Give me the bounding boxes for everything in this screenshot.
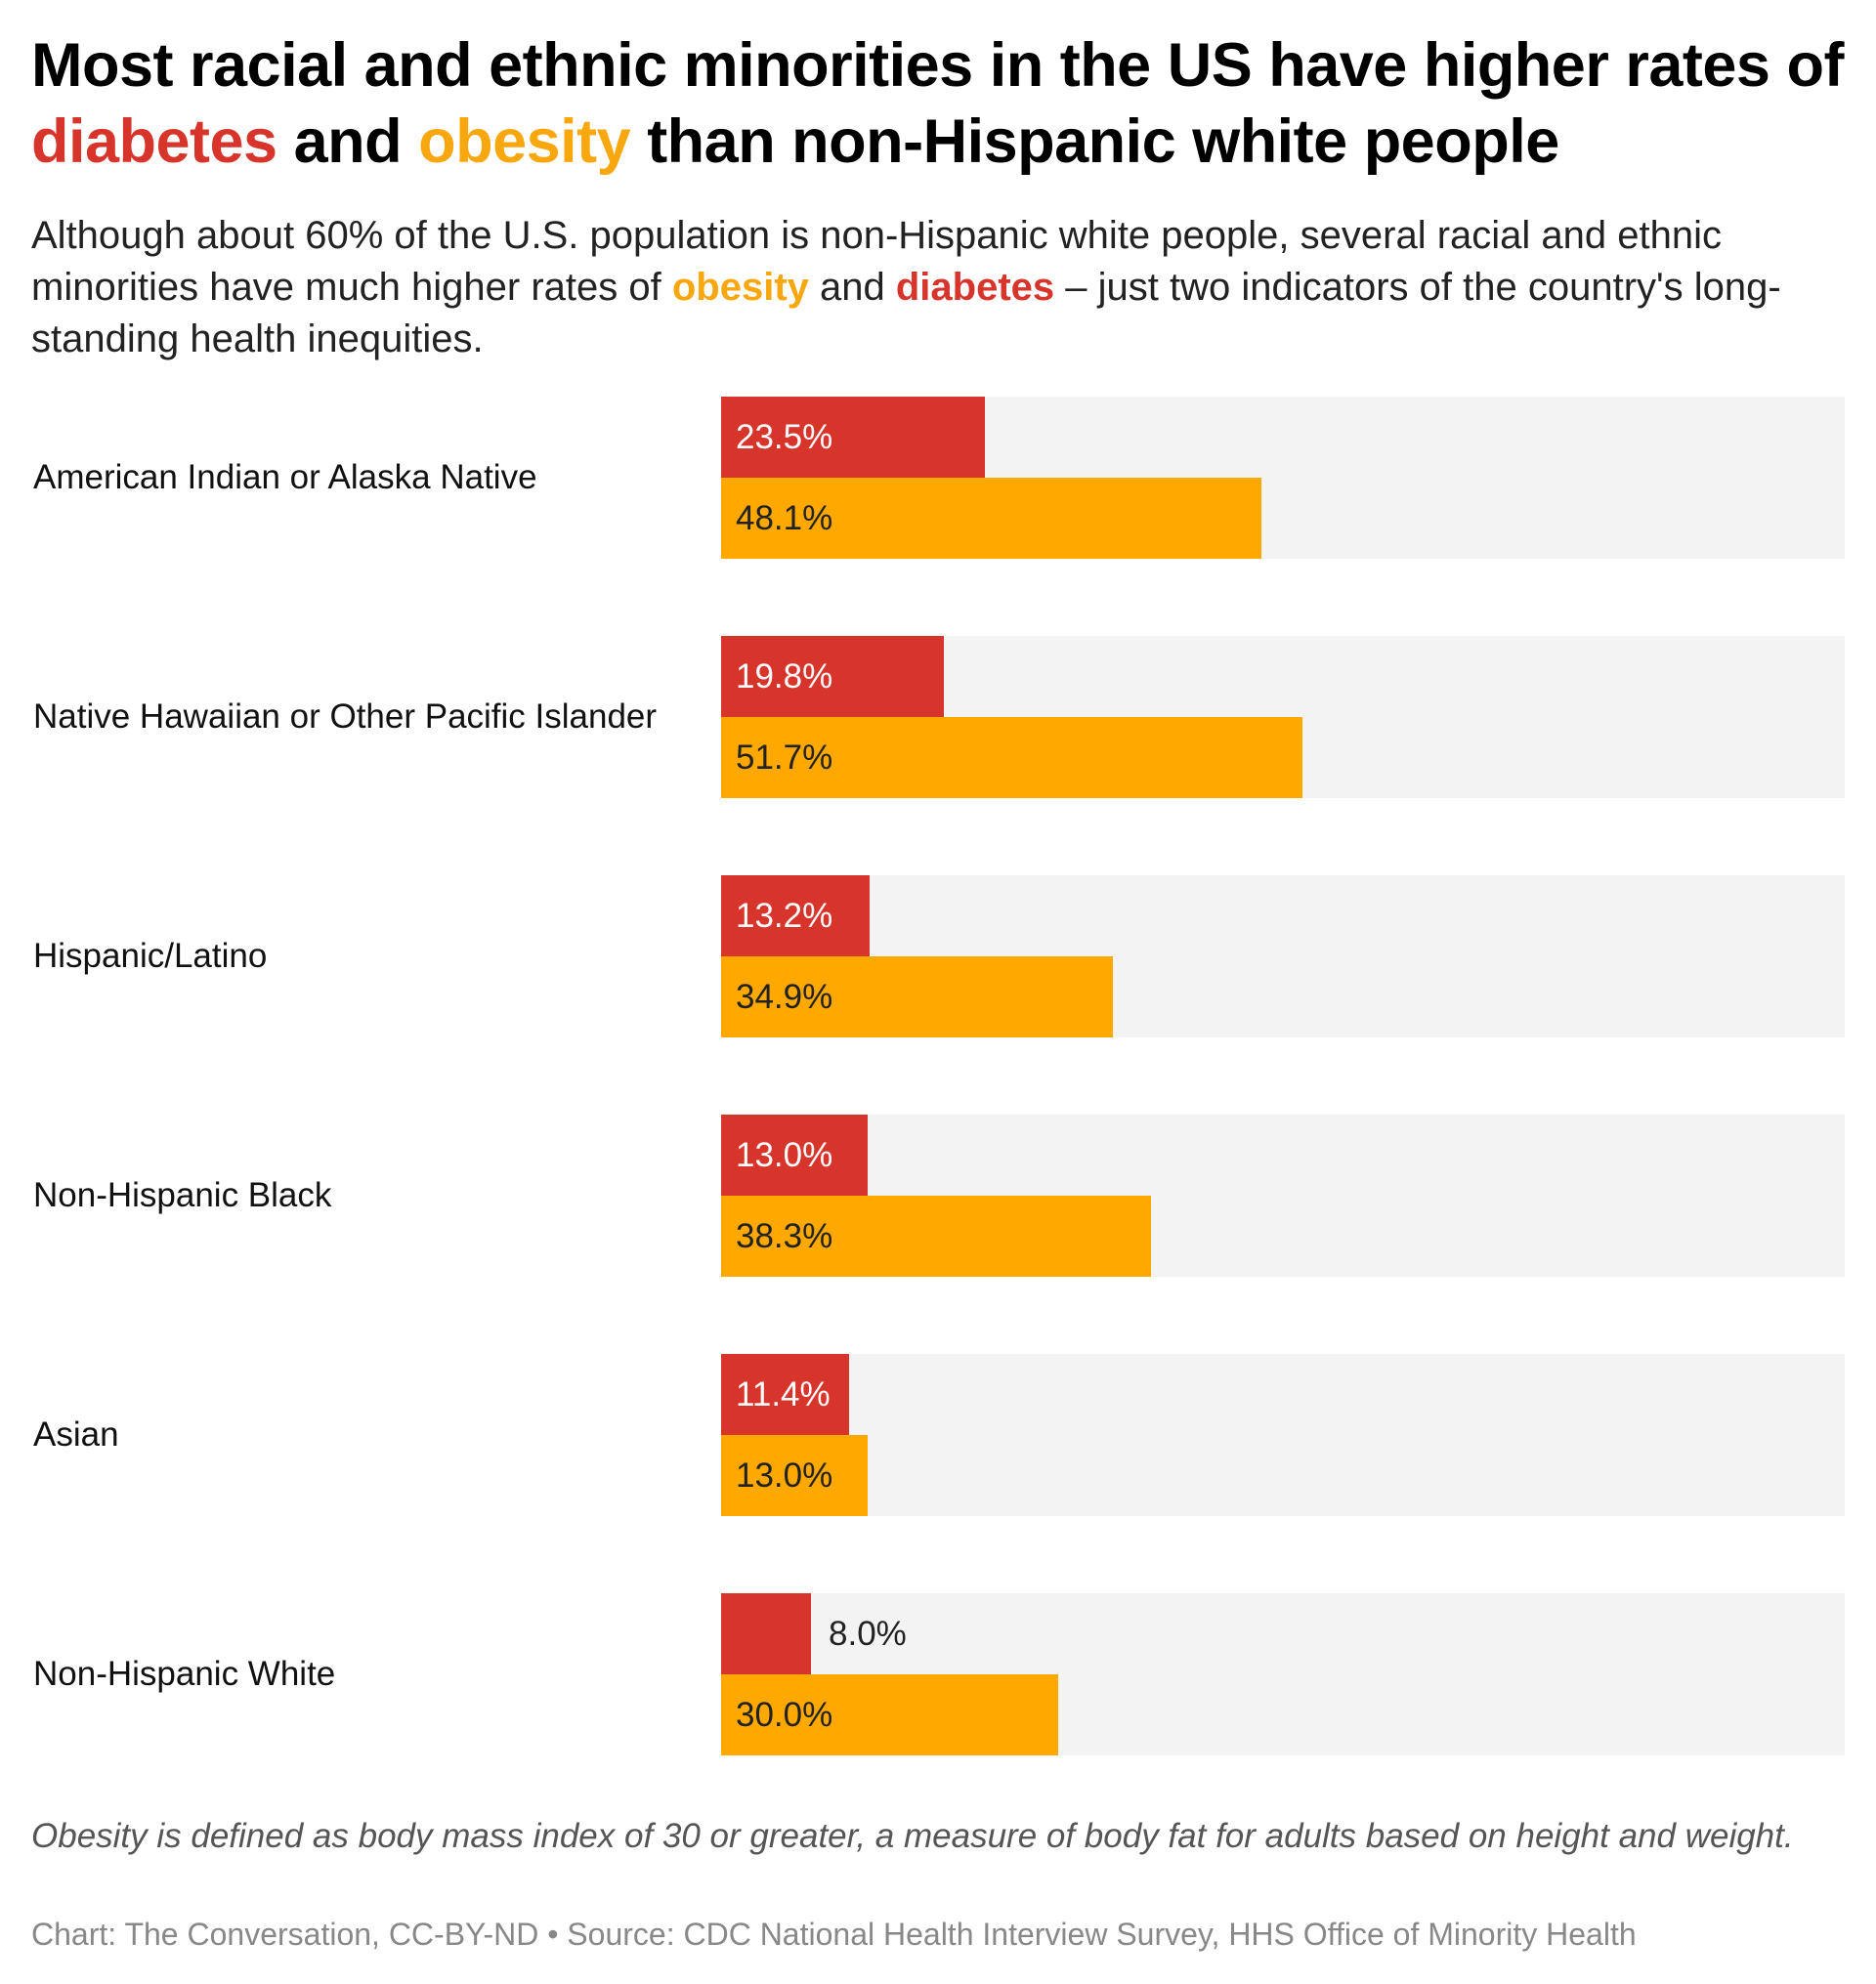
diabetes-bar xyxy=(721,1115,868,1196)
diabetes-bar xyxy=(721,636,944,717)
title-text: and xyxy=(277,107,419,176)
obesity-value-label: 30.0% xyxy=(736,1696,833,1734)
diabetes-bar xyxy=(721,1593,811,1674)
obesity-value-label: 51.7% xyxy=(736,739,833,777)
category-label: Native Hawaiian or Other Pacific Islande… xyxy=(33,697,658,736)
subtitle-text: – just two indicators of the country's l… xyxy=(31,266,1781,360)
title-diabetes: diabetes xyxy=(31,107,277,176)
subtitle-text: Although about 60% of the U.S. populatio… xyxy=(31,214,1722,309)
subtitle-diabetes: diabetes xyxy=(895,266,1055,309)
category-label: Non-Hispanic Black xyxy=(33,1176,332,1214)
diabetes-value-label: 23.5% xyxy=(736,418,833,456)
chart-subtitle: Although about 60% of the U.S. populatio… xyxy=(31,210,1868,365)
category-label: Hispanic/Latino xyxy=(33,937,268,975)
obesity-bar xyxy=(721,478,1262,559)
title-text: than non-Hispanic white people xyxy=(630,107,1559,176)
title-obesity: obesity xyxy=(418,107,631,176)
diabetes-value-label: 13.0% xyxy=(736,1136,833,1174)
category-label: Non-Hispanic White xyxy=(33,1655,336,1693)
chart-title: Most racial and ethnic minorities in the… xyxy=(31,27,1858,180)
obesity-value-label: 38.3% xyxy=(736,1217,833,1255)
obesity-bar xyxy=(721,1435,868,1516)
diabetes-value-label: 13.2% xyxy=(736,897,833,935)
diabetes-bar xyxy=(721,875,870,956)
obesity-value-label: 13.0% xyxy=(736,1456,833,1495)
obesity-bar xyxy=(721,1196,1152,1277)
bar-track xyxy=(721,1354,1845,1516)
diabetes-value-label: 19.8% xyxy=(736,657,833,696)
subtitle-text: and xyxy=(808,266,896,309)
title-text: Most racial and ethnic minorities in the… xyxy=(31,31,1844,100)
obesity-bar xyxy=(721,956,1114,1037)
category-label: Asian xyxy=(33,1415,119,1454)
obesity-bar xyxy=(721,1674,1058,1755)
footnote: Obesity is defined as body mass index of… xyxy=(31,1817,1794,1855)
obesity-value-label: 34.9% xyxy=(736,978,833,1016)
diabetes-value-label: 11.4% xyxy=(736,1375,831,1414)
diabetes-bar xyxy=(721,397,986,478)
source-credit: Chart: The Conversation, CC-BY-ND • Sour… xyxy=(31,1917,1637,1952)
subtitle-obesity: obesity xyxy=(671,266,809,309)
diabetes-value-label: 8.0% xyxy=(829,1615,907,1653)
diabetes-bar xyxy=(721,1354,850,1435)
obesity-bar xyxy=(721,717,1302,798)
category-label: American Indian or Alaska Native xyxy=(33,458,537,496)
obesity-value-label: 48.1% xyxy=(736,499,833,537)
